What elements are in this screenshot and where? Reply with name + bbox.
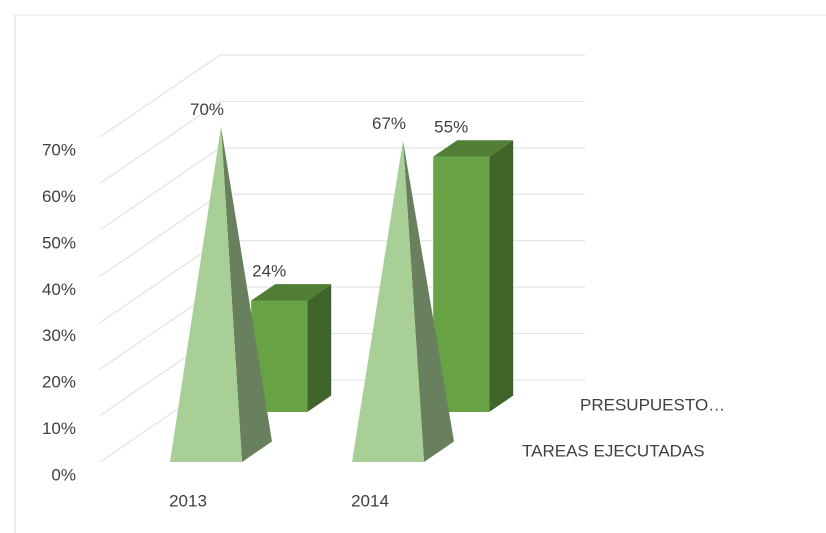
y-tick-label: 10%	[42, 419, 76, 438]
grid-line	[99, 147, 221, 231]
y-tick-label: 60%	[42, 187, 76, 206]
pyramid-side	[403, 140, 454, 462]
x-tick-label: 2014	[351, 491, 389, 510]
pyramid	[352, 140, 454, 462]
bar-front	[251, 300, 308, 412]
grid-line	[99, 240, 221, 324]
y-tick-label: 20%	[42, 373, 76, 392]
bar-top	[251, 284, 332, 301]
data-label: 55%	[434, 118, 468, 137]
grid-line	[99, 100, 221, 184]
pyramid-side	[221, 126, 272, 462]
bar-side	[489, 140, 514, 412]
y-tick-label: 30%	[42, 326, 76, 345]
bar-front	[433, 156, 490, 412]
pyramid	[170, 126, 272, 462]
y-tick-label: 40%	[42, 280, 76, 299]
bar	[251, 284, 332, 412]
data-label: 24%	[252, 262, 286, 281]
legend-label: TAREAS EJECUTADAS	[522, 441, 705, 460]
pyramid-front	[352, 140, 424, 462]
y-tick-label: 0%	[51, 465, 76, 484]
pyramid-front	[170, 126, 242, 462]
x-tick-label: 2013	[169, 491, 207, 510]
bar-top	[433, 140, 514, 157]
grid-line	[99, 54, 221, 138]
legend-label: PRESUPUESTO…	[580, 395, 725, 414]
bar-side	[307, 284, 332, 412]
y-tick-label: 50%	[42, 233, 76, 252]
data-label: 70%	[190, 100, 224, 119]
grid-line	[99, 193, 221, 277]
y-tick-label: 70%	[42, 140, 76, 159]
bar	[433, 140, 514, 412]
data-label: 67%	[372, 114, 406, 133]
